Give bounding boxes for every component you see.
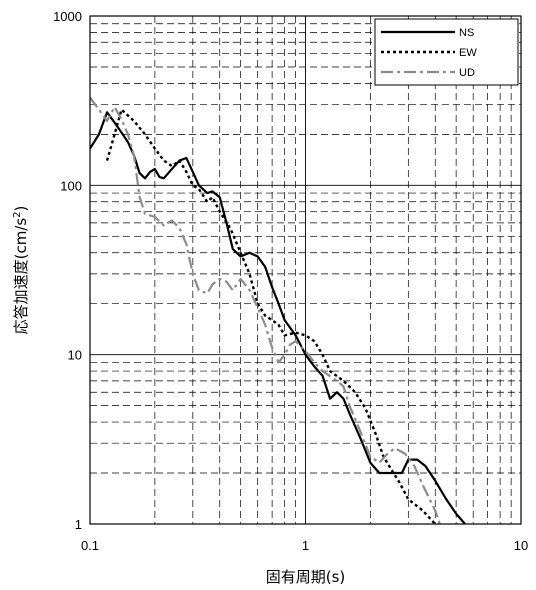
tick-labels: 0.1 1 10 1 10 100 1000 — [53, 9, 528, 553]
y-axis-label-close: ) — [12, 206, 30, 212]
grid — [90, 16, 521, 524]
series-line-ns — [90, 111, 466, 524]
legend-label-ew: EW — [459, 47, 477, 59]
y-tick-label: 1 — [75, 517, 82, 532]
y-tick-label: 100 — [60, 178, 82, 193]
y-tick-label: 10 — [68, 348, 82, 363]
legend-label-ns: NS — [459, 27, 474, 39]
series-line-ew — [105, 108, 437, 524]
series-line-ud — [90, 96, 441, 524]
y-axis-label: 応答加速度(cm/s2) — [12, 206, 30, 335]
x-axis-label: 固有周期(s) — [266, 568, 346, 586]
y-axis-label-superscript: 2 — [12, 211, 23, 217]
y-tick-label: 1000 — [53, 9, 82, 24]
x-tick-label: 1 — [302, 538, 309, 553]
legend-box — [374, 18, 519, 86]
x-tick-label: 10 — [514, 538, 528, 553]
legend-label-ud: UD — [459, 67, 475, 79]
legend: NS EW UD — [374, 18, 519, 86]
y-axis-label-main: 応答加速度(cm/s — [12, 218, 30, 335]
x-tick-label: 0.1 — [81, 538, 99, 553]
series-layer — [90, 96, 466, 524]
plot-frame — [89, 15, 522, 525]
